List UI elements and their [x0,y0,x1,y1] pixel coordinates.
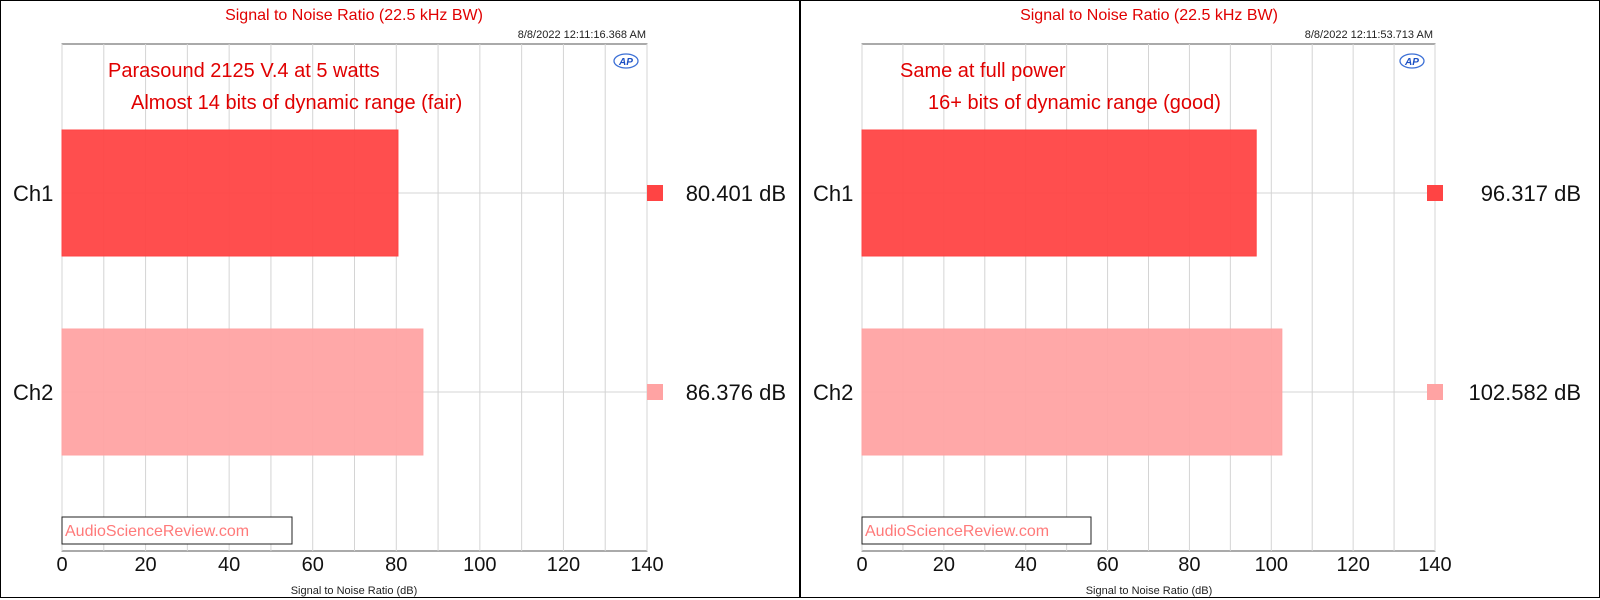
category-label: Ch1 [813,181,853,206]
x-tick-label: 60 [1096,554,1118,576]
ap-logo-text: AP [618,57,633,68]
chart-timestamp: 8/8/2022 12:11:53.713 AM [1305,29,1433,41]
x-tick-label: 0 [856,554,867,576]
chart-title: Signal to Noise Ratio (22.5 kHz BW) [1020,7,1278,24]
grid-lines [861,44,1436,551]
x-tick-label: 40 [1015,554,1037,576]
ap-logo: AP [1399,53,1425,69]
x-tick-label: 140 [1418,554,1451,576]
x-tick-label: 100 [463,554,496,576]
ap-logo: AP [613,53,639,69]
x-tick-label: 60 [302,554,324,576]
value-label: 80.401 dB [686,181,786,206]
x-tick-label: 120 [547,554,580,576]
legend-marker-ch2 [1427,384,1443,400]
bars: Ch1 80.401 dB Ch2 86.376 dB [13,129,786,456]
x-tick-label: 80 [385,554,407,576]
category-label: Ch2 [13,380,53,405]
chart-svg-left: Signal to Noise Ratio (22.5 kHz BW) 8/8/… [13,7,786,597]
category-label: Ch2 [813,380,853,405]
value-label: 96.317 dB [1481,181,1581,206]
watermark-box [61,516,293,545]
ap-logo-ring [613,53,639,69]
x-tick-label: 140 [630,554,663,576]
watermark: AudioScienceReview.com [865,523,1049,540]
bars: Ch1 96.317 dB Ch2 102.582 dB [813,129,1581,456]
value-label: 102.582 dB [1468,380,1581,405]
annotation-line-2: 16+ bits of dynamic range (good) [928,92,1221,114]
category-label: Ch1 [13,181,53,206]
x-tick-label: 20 [933,554,955,576]
x-axis-label: Signal to Noise Ratio (dB) [291,585,418,597]
chart-panel-left: Signal to Noise Ratio (22.5 kHz BW) 8/8/… [0,0,800,598]
x-tick-label: 20 [134,554,156,576]
x-tick-label: 0 [56,554,67,576]
x-tick-label: 100 [1255,554,1288,576]
chart-timestamp: 8/8/2022 12:11:16.368 AM [518,29,646,41]
x-tick-label: 40 [218,554,240,576]
legend-marker-ch1 [647,185,663,201]
x-axis-label: Signal to Noise Ratio (dB) [1086,585,1213,597]
watermark: AudioScienceReview.com [65,523,249,540]
legend-marker-ch2 [647,384,663,400]
legend-marker-ch1 [1427,185,1443,201]
watermark-box [861,516,1092,545]
bar-ch2 [861,328,1283,456]
bar-ch1 [61,129,399,257]
bar-ch2 [61,328,424,456]
chart-svg-right: Signal to Noise Ratio (22.5 kHz BW) 8/8/… [813,7,1581,597]
annotation-line-2: Almost 14 bits of dynamic range (fair) [131,92,462,114]
bar-ch1 [861,129,1257,257]
chart-title: Signal to Noise Ratio (22.5 kHz BW) [225,7,483,24]
value-label: 86.376 dB [686,380,786,405]
chart-panel-right: Signal to Noise Ratio (22.5 kHz BW) 8/8/… [800,0,1600,598]
x-tick-labels: 0 20 40 60 80 100 120 140 [856,554,1451,576]
ap-logo-ring [1399,53,1425,69]
x-tick-label: 80 [1178,554,1200,576]
ap-logo-text: AP [1404,57,1419,68]
x-tick-label: 120 [1336,554,1369,576]
annotation-line-1: Same at full power [900,60,1066,82]
x-tick-labels: 0 20 40 60 80 100 120 140 [56,554,663,576]
annotation-line-1: Parasound 2125 V.4 at 5 watts [108,60,380,82]
grid-lines [61,44,648,551]
